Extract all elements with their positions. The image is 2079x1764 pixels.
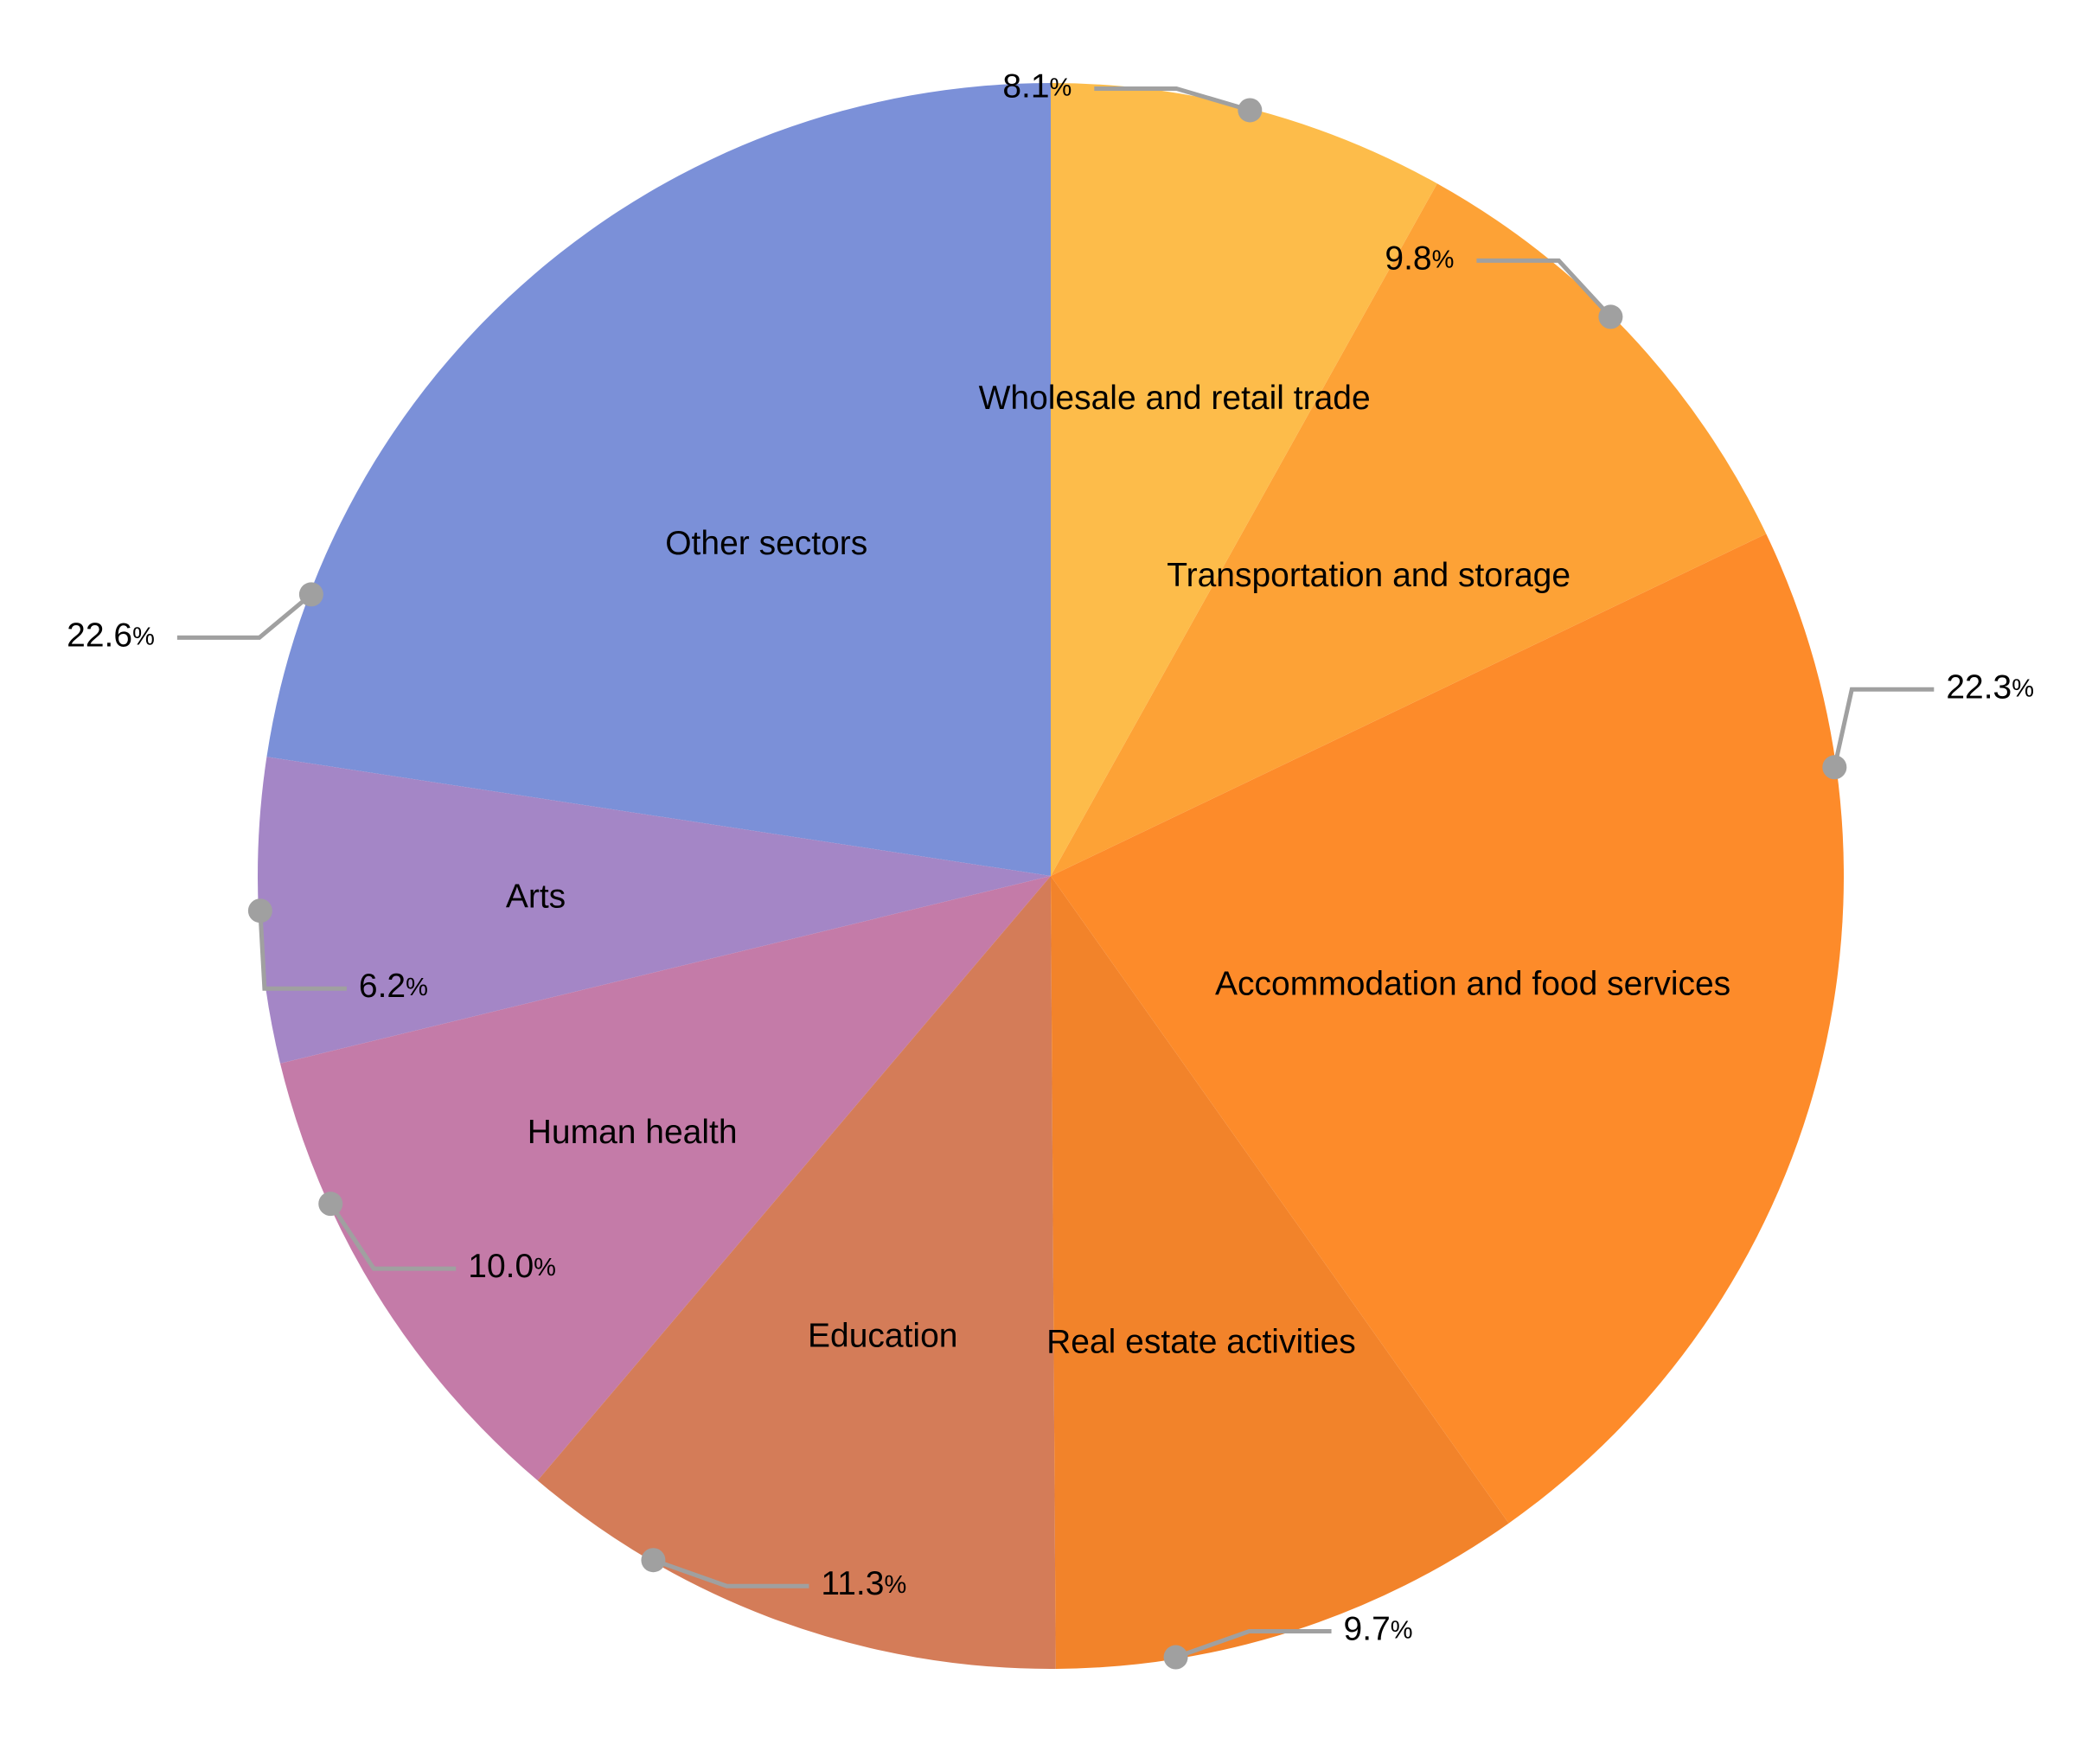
slice-label-education: Education: [808, 1318, 957, 1355]
percentage-labels: 22.6%6.2%10.0%11.3%9.7%22.3%9.8%8.1%: [67, 68, 2034, 1648]
pct-value-real-estate-activities: 9.7: [1344, 1611, 1391, 1648]
pct-value-accommodation-and-food-services: 22.3: [1946, 669, 2012, 706]
leader-line-arts: [258, 911, 347, 991]
slice-label-accommodation-and-food-services: Accommodation and food services: [1215, 965, 1730, 1002]
leader-dot-transportation-and-storage: [1598, 304, 1623, 329]
pct-value-arts: 6.2: [359, 968, 406, 1006]
pie-slice-human-health: [280, 876, 1052, 1481]
leader-lines: [176, 86, 1935, 1670]
slice-label-real-estate-activities: Real estate activities: [1046, 1324, 1356, 1361]
pct-sign: %: [1432, 246, 1455, 273]
pie-slice-real-estate-activities: [1051, 876, 1509, 1669]
slice-label-other-sectors: Other sectors: [665, 525, 867, 562]
slice-label-arts: Arts: [506, 879, 566, 916]
pct-value-human-health: 10.0: [468, 1248, 534, 1285]
leader-line-real-estate-activities: [1174, 1629, 1332, 1659]
pct-sign: %: [1391, 1616, 1413, 1644]
pct-label-arts: 6.2%: [359, 968, 428, 1006]
pct-sign: %: [406, 974, 428, 1001]
pct-sign: %: [132, 623, 155, 650]
pct-label-real-estate-activities: 9.7%: [1344, 1611, 1413, 1648]
leader-line-transportation-and-storage: [1476, 258, 1613, 319]
pie-slice-transportation-and-storage: [1051, 183, 1767, 876]
pct-sign: %: [884, 1571, 906, 1599]
leader-dot-wholesale-and-retail-trade: [1238, 98, 1263, 123]
pct-label-human-health: 10.0%: [468, 1248, 556, 1285]
pct-value-transportation-and-storage: 9.8: [1385, 240, 1431, 278]
leader-dot-accommodation-and-food-services: [1822, 755, 1847, 780]
leader-dot-other-sectors: [298, 582, 323, 607]
slice-label-transportation-and-storage: Transportation and storage: [1167, 557, 1570, 594]
pct-sign: %: [534, 1254, 556, 1281]
pct-value-other-sectors: 22.6: [67, 617, 132, 655]
pie-slice-accommodation-and-food-services: [1051, 534, 1844, 1524]
leader-dot-education: [641, 1548, 666, 1573]
pct-sign: %: [1050, 74, 1072, 101]
leader-dot-real-estate-activities: [1163, 1645, 1188, 1670]
leader-line-education: [652, 1557, 809, 1588]
pct-value-education: 11.3: [821, 1566, 884, 1603]
leader-line-other-sectors: [176, 592, 313, 640]
pie-slice-wholesale-and-retail-trade: [1051, 83, 1437, 876]
leader-line-human-health: [329, 1202, 457, 1271]
leader-dot-human-health: [318, 1192, 343, 1217]
pct-label-education: 11.3%: [821, 1566, 906, 1603]
leader-dot-arts: [247, 898, 272, 924]
leader-line-wholesale-and-retail-trade: [1094, 86, 1251, 112]
pie-slice-education: [537, 876, 1056, 1670]
pie-slice-arts: [257, 757, 1052, 1064]
pct-sign: %: [2012, 674, 2034, 702]
pct-value-wholesale-and-retail-trade: 8.1: [1002, 68, 1049, 105]
pie-slice-other-sectors: [266, 83, 1051, 876]
slice-label-wholesale-and-retail-trade: Wholesale and retail trade: [979, 380, 1371, 417]
slice-labels: Other sectors Arts Human health Education Re…: [506, 380, 1730, 1360]
pct-label-other-sectors: 22.6%: [67, 617, 155, 655]
slice-label-human-health: Human health: [528, 1114, 738, 1151]
pct-label-transportation-and-storage: 9.8%: [1385, 240, 1454, 278]
pie-slices: [257, 83, 1844, 1670]
pct-label-wholesale-and-retail-trade: 8.1%: [1002, 68, 1071, 105]
leader-line-accommodation-and-food-services: [1832, 687, 1935, 768]
pct-label-accommodation-and-food-services: 22.3%: [1946, 669, 2034, 706]
